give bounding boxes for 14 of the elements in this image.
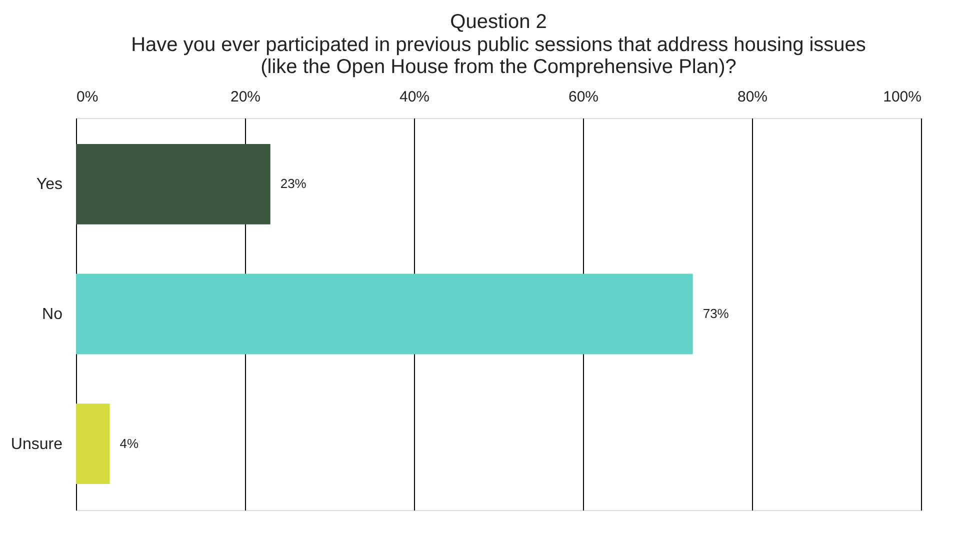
- data-label: 4%: [120, 436, 140, 451]
- data-label: 73%: [702, 306, 730, 321]
- chart-subtitle: Have you ever participated in previous public sessions that address housing issues (like the Open House from the Comprehensive Plan)?: [131, 34, 866, 78]
- x-tick-label: 80%: [737, 88, 768, 106]
- x-tick-label: 60%: [568, 88, 599, 106]
- y-tick-label: Unsure: [10, 436, 63, 453]
- x-tick-label: 20%: [230, 88, 261, 106]
- y-tick-label: No: [42, 306, 63, 323]
- data-label: 23%: [280, 176, 307, 192]
- y-tick-label: Yes: [36, 176, 62, 194]
- x-tick-label: 0%: [76, 88, 98, 106]
- x-tick-label: 40%: [399, 88, 430, 106]
- x-tick-label: 100%: [883, 88, 922, 106]
- chart-title: Question 2: [450, 11, 547, 33]
